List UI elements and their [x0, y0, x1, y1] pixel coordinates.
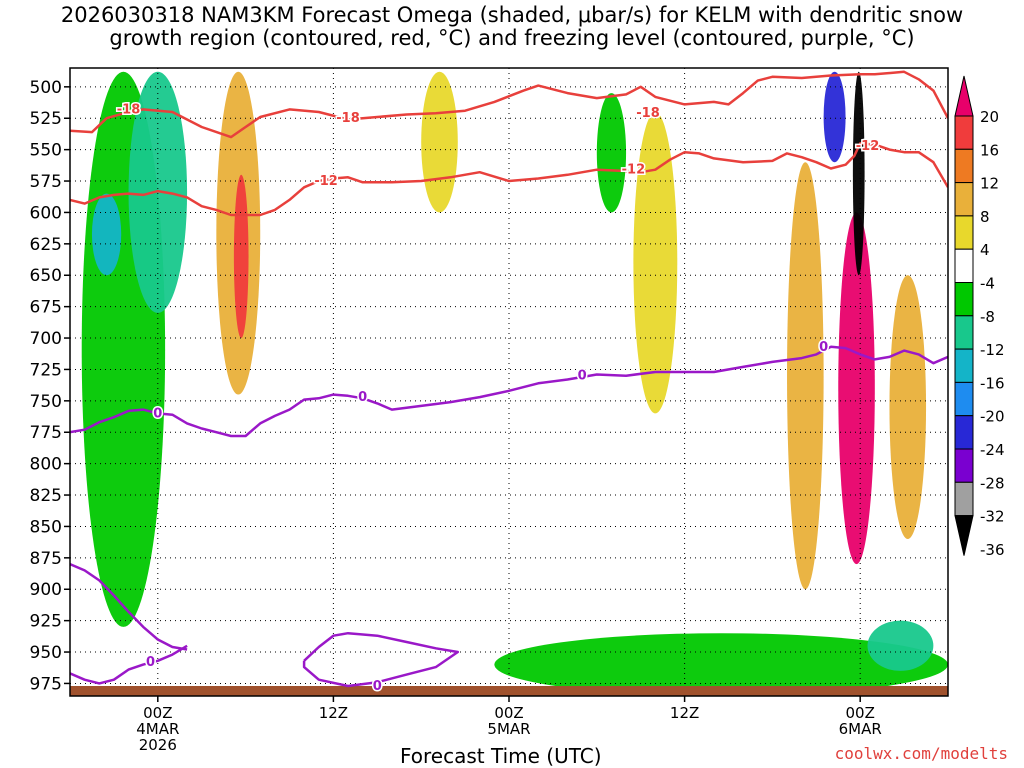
omega-region-down-5	[421, 71, 458, 213]
omega-region-up-6	[596, 93, 627, 213]
freezing-level-contour-2	[70, 644, 188, 685]
pressure-tick-label: 975	[30, 674, 62, 694]
time-tick-label: 00Z	[143, 704, 172, 722]
colorbar-label: 4	[980, 241, 990, 259]
colorbar-label: -8	[980, 308, 995, 326]
colorbar-top-arrow	[954, 75, 974, 117]
colorbar-swatch	[954, 381, 974, 417]
freezing-level-label: 0	[146, 655, 155, 670]
pressure-tick-label: 750	[30, 392, 62, 412]
freezing-level-label: 0	[153, 406, 162, 421]
freezing-level-contour-0	[70, 345, 948, 438]
colorbar-label: -36	[980, 541, 1005, 559]
pressure-tick-label: 500	[30, 78, 62, 98]
title-line-2: growth region (contoured, red, °C) and f…	[109, 26, 915, 50]
colorbar-legend: 20 16 12 8 4 -4 -8 -12 -16 -20 -24 -28 -32 -36	[954, 75, 1005, 559]
colorbar-swatch	[954, 182, 974, 217]
omega-region-down-7	[633, 111, 678, 414]
colorbar-swatch	[954, 248, 974, 283]
pressure-tick-label: 675	[30, 298, 62, 318]
colorbar-label: -16	[980, 374, 1005, 392]
dgz-contour-minus12	[70, 142, 948, 217]
colorbar-swatch	[954, 448, 974, 483]
x-axis-title: Forecast Time (UTC)	[400, 744, 602, 768]
pressure-tick-label: 850	[30, 517, 62, 537]
colorbar-swatch	[954, 215, 974, 250]
pressure-tick-label: 550	[30, 141, 62, 161]
freezing-level-contour-3	[302, 631, 460, 688]
colorbar-label: 16	[980, 141, 999, 159]
time-tick-label: 00Z	[494, 704, 523, 722]
omega-region-up-10	[852, 71, 865, 276]
time-tick-label: 00Z	[846, 704, 875, 722]
omega-region-down-4	[233, 174, 249, 339]
chart-title: 2026030318 NAM3KM Forecast Omega (shaded…	[0, 4, 1024, 50]
pressure-tick-label: 625	[30, 235, 62, 255]
colorbar-swatch	[954, 282, 974, 317]
colorbar-label: -24	[980, 441, 1005, 459]
freezing-level-label: 0	[819, 340, 828, 355]
pressure-tick-label: 900	[30, 580, 62, 600]
time-tick-label: 2026	[139, 736, 177, 754]
dgz-label: -18	[636, 106, 660, 121]
omega-region-down-12	[889, 275, 927, 539]
time-tick-label: 6MAR	[839, 720, 882, 738]
dgz-contour-minus18	[70, 70, 948, 139]
colorbar-label: -28	[980, 474, 1005, 492]
omega-region-down-9	[838, 212, 875, 565]
dgz-label: -12	[314, 174, 338, 189]
time-tick-label: 4MAR	[136, 720, 179, 738]
time-tick-label: 5MAR	[487, 720, 530, 738]
pressure-tick-label: 950	[30, 643, 62, 663]
dgz-label: -12	[856, 139, 880, 154]
pressure-tick-label: 825	[30, 486, 62, 506]
pressure-axis: 500 525 550 575 600 625 650 675 700 725 750 775 800 8…	[30, 78, 70, 694]
pressure-tick-label: 700	[30, 329, 62, 349]
colorbar-swatch	[954, 148, 974, 184]
colorbar-label: -20	[980, 408, 1005, 426]
pressure-tick-label: 925	[30, 612, 62, 632]
colorbar-label: -12	[980, 341, 1005, 359]
pressure-tick-label: 725	[30, 360, 62, 380]
title-line-1: 2026030318 NAM3KM Forecast Omega (shaded…	[60, 3, 964, 27]
temperature-contours: -18 -18 -18 -12 -12 -12 0 0 0 0 0 0	[70, 70, 948, 695]
colorbar-swatch	[954, 115, 974, 150]
pressure-tick-label: 800	[30, 455, 62, 475]
freezing-level-label: 0	[578, 369, 587, 384]
freezing-level-contour-1	[70, 562, 188, 651]
omega-region-up-11	[823, 71, 846, 163]
pressure-tick-label: 575	[30, 172, 62, 192]
omega-region-down-8	[787, 162, 824, 590]
pressure-tick-label: 525	[30, 109, 62, 129]
colorbar-label: -32	[980, 508, 1005, 526]
colorbar-label: 12	[980, 175, 999, 193]
dgz-label: -12	[622, 163, 646, 178]
pressure-tick-label: 650	[30, 266, 62, 286]
freezing-level-label: 0	[373, 679, 382, 694]
dgz-label: -18	[117, 102, 141, 117]
omega-region-up-13	[494, 633, 948, 696]
site-credit: coolwx.com/modelts	[834, 744, 1008, 763]
omega-region-up-14	[867, 620, 934, 671]
colorbar-bottom-arrow	[954, 515, 974, 556]
colorbar-label: 8	[980, 208, 990, 226]
freezing-level-label: 0	[358, 390, 367, 405]
pressure-tick-label: 875	[30, 549, 62, 569]
dgz-label: -18	[336, 111, 360, 126]
ground-surface	[70, 686, 948, 696]
terrain-bar	[70, 686, 948, 696]
time-tick-label: 12Z	[670, 704, 699, 722]
colorbar-swatch	[954, 481, 974, 517]
pressure-tick-label: 775	[30, 423, 62, 443]
omega-region-up-2	[91, 193, 122, 276]
colorbar-swatch	[954, 315, 974, 350]
colorbar-swatch	[954, 348, 974, 383]
colorbar-label: -4	[980, 275, 995, 293]
pressure-tick-label: 600	[30, 203, 62, 223]
colorbar-label: 20	[980, 108, 999, 126]
colorbar-swatch	[954, 415, 974, 450]
time-tick-label: 12Z	[319, 704, 348, 722]
